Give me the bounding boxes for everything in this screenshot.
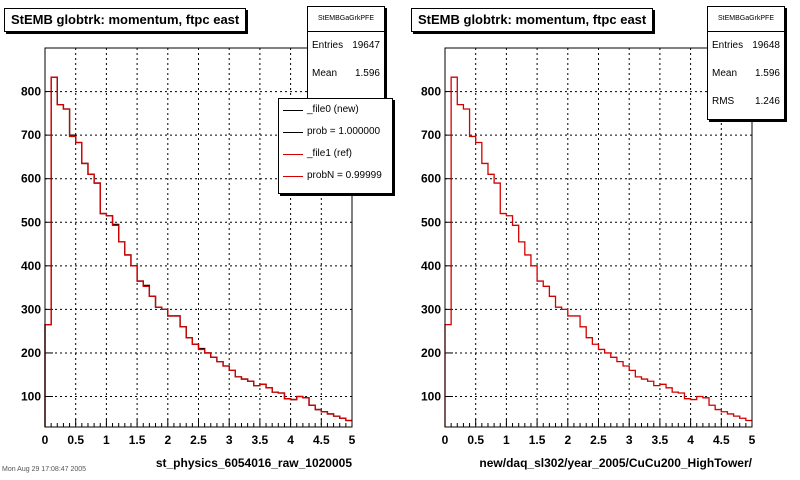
left-series-1-line xyxy=(44,76,352,427)
left-stats-mean-value: 1.596 xyxy=(354,68,380,79)
right-stats-rms-value: 1.246 xyxy=(754,96,780,107)
right-y-tick-label: 800 xyxy=(421,85,441,99)
left-y-tick-label: 300 xyxy=(21,302,41,316)
right-x-tick-label: 0.5 xyxy=(467,433,484,447)
right-plot-frame xyxy=(444,47,753,428)
right-stats-entries-label: Entries xyxy=(712,40,744,51)
right-stats-entries-row: Entries 19648 xyxy=(708,32,784,60)
legend-swatch-ref xyxy=(283,154,303,155)
left-x-axis-title: st_physics_6054016_raw_1020005 xyxy=(156,456,352,470)
legend-label-new: _file0 (new) xyxy=(307,104,359,115)
right-stats-mean-label: Mean xyxy=(712,68,738,79)
right-x-tick-label: 5 xyxy=(749,433,756,447)
right-y-tick-label: 400 xyxy=(421,259,441,273)
left-stats-entries-row: Entries 19647 xyxy=(308,32,384,60)
left-x-tick-label: 0 xyxy=(42,433,49,447)
left-stats-entries-value: 19647 xyxy=(352,40,380,51)
left-y-tick-label: 700 xyxy=(21,128,41,142)
left-y-tick-label: 500 xyxy=(21,215,41,229)
legend-label-probn: probN = 0.99999 xyxy=(307,170,382,181)
right-x-tick-label: 4.5 xyxy=(713,433,730,447)
left-x-tick-label: 2 xyxy=(164,433,171,447)
legend-swatch-new xyxy=(283,110,303,111)
right-x-tick-label: 3.5 xyxy=(652,433,669,447)
left-x-tick-label: 3 xyxy=(226,433,233,447)
right-y-tick-label: 100 xyxy=(421,390,441,404)
left-x-tick-label: 4.5 xyxy=(313,433,330,447)
left-x-tick-label: 0.5 xyxy=(67,433,84,447)
right-stats-name: StEMBGaGrkPFE xyxy=(708,7,784,32)
legend-swatch-prob xyxy=(283,132,303,133)
right-x-axis-title: new/daq_sl302/year_2005/CuCu200_HighTowe… xyxy=(479,456,752,470)
right-x-tick-label: 3 xyxy=(626,433,633,447)
right-title: StEMB globtrk: momentum, ftpc east xyxy=(411,8,654,32)
left-plot-group: 0 0.5 1 1.5 2 2.5 3 3.5 4 4.5 5 100 200 300 400 500 600 7… xyxy=(21,47,356,470)
right-plot-group: 0 0.5 1 1.5 2 2.5 3 3.5 4 4.5 5 100 200 300 400 500 600 7… xyxy=(421,47,756,470)
left-y-tick-label: 200 xyxy=(21,346,41,360)
right-y-tick-label: 700 xyxy=(421,128,441,142)
right-x-tick-label: 2.5 xyxy=(590,433,607,447)
right-stats-mean-row: Mean 1.596 xyxy=(708,60,784,88)
right-stats-rms-row: RMS 1.246 xyxy=(708,88,784,116)
right-x-tick-label: 0 xyxy=(442,433,449,447)
left-y-tick-label: 400 xyxy=(21,259,41,273)
right-x-tick-label: 1 xyxy=(503,433,510,447)
left-title: StEMB globtrk: momentum, ftpc east xyxy=(4,8,247,32)
right-stats-entries-value: 19648 xyxy=(752,40,780,51)
left-x-tick-label: 2.5 xyxy=(190,433,207,447)
right-stats-mean-value: 1.596 xyxy=(754,68,780,79)
left-plot-frame xyxy=(44,47,353,428)
left-legend: _file0 (new) prob = 1.000000 _file1 (ref… xyxy=(278,98,393,194)
left-x-tick-label: 4 xyxy=(287,433,294,447)
left-stats-name: StEMBGaGrkPFE xyxy=(308,7,384,32)
right-y-tick-label: 600 xyxy=(421,172,441,186)
left-x-tick-label: 5 xyxy=(349,433,356,447)
left-x-tick-label: 1.5 xyxy=(129,433,146,447)
left-y-tick-label: 100 xyxy=(21,390,41,404)
left-x-tick-label: 1 xyxy=(103,433,110,447)
right-series-0-line xyxy=(444,76,752,427)
legend-entry-new: _file0 (new) xyxy=(279,99,392,121)
legend-entry-prob: prob = 1.000000 xyxy=(279,121,392,143)
left-x-tick-label: 3.5 xyxy=(252,433,269,447)
right-y-tick-label: 200 xyxy=(421,346,441,360)
footer-timestamp: Mon Aug 29 17:08:47 2005 xyxy=(2,466,87,473)
right-y-tick-label: 300 xyxy=(421,302,441,316)
left-stats-mean-label: Mean xyxy=(312,68,338,79)
right-stats-rms-label: RMS xyxy=(712,96,735,107)
left-stats-mean-row: Mean 1.596 xyxy=(308,60,384,88)
right-x-tick-label: 2 xyxy=(564,433,571,447)
legend-entry-ref: _file1 (ref) xyxy=(279,143,392,165)
legend-entry-probn: probN = 0.99999 xyxy=(279,165,392,187)
right-stats-box: StEMBGaGrkPFE Entries 19648 Mean 1.596 R… xyxy=(707,6,785,120)
left-y-tick-label: 600 xyxy=(21,172,41,186)
right-x-tick-label: 4 xyxy=(687,433,694,447)
legend-label-prob: prob = 1.000000 xyxy=(307,126,381,137)
right-x-tick-label: 1.5 xyxy=(529,433,546,447)
legend-label-ref: _file1 (ref) xyxy=(307,148,353,159)
left-y-tick-label: 800 xyxy=(21,85,41,99)
left-stats-entries-label: Entries xyxy=(312,40,344,51)
right-y-tick-label: 500 xyxy=(421,215,441,229)
legend-swatch-probn xyxy=(283,176,303,177)
